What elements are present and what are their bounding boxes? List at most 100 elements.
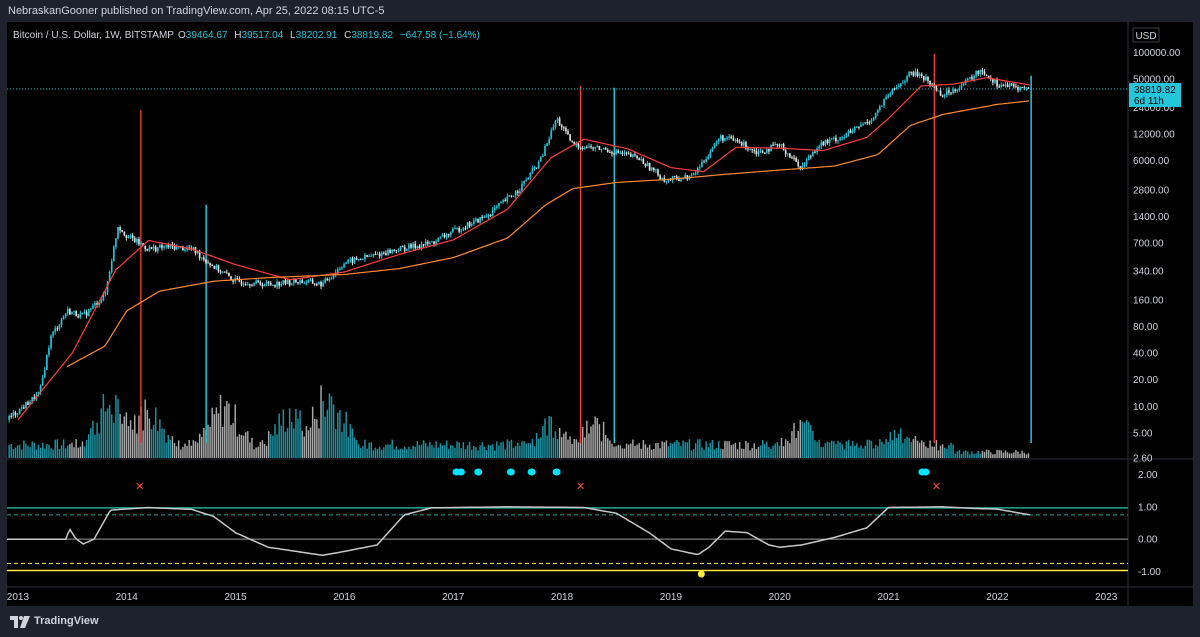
cyan-dot-signal	[527, 468, 536, 476]
candle-body	[960, 85, 963, 89]
volume-bar	[339, 409, 341, 458]
candle-body	[699, 166, 701, 168]
candle-body	[73, 311, 75, 313]
candle-body	[433, 241, 435, 244]
volume-bar	[326, 409, 329, 458]
candle-body	[701, 161, 703, 167]
volume-bar	[71, 442, 73, 458]
candle-body	[835, 137, 837, 142]
volume-bar	[25, 443, 27, 458]
candle-body	[791, 157, 793, 159]
volume-bar	[866, 439, 869, 458]
candle-body	[977, 70, 980, 75]
volume-bar	[152, 424, 155, 458]
current-price-tag: 38819.82 6d 11h	[1129, 82, 1181, 107]
volume-bar	[328, 393, 331, 458]
candle-body	[632, 154, 634, 157]
candle-body	[232, 279, 234, 282]
volume-bar	[177, 440, 180, 458]
price-tick-label: 1400.00	[1133, 212, 1170, 223]
candle-body	[634, 154, 636, 156]
time-axis[interactable]: 2013 2014 2015 2016 2017 2018 2019 2020 2021 2022…	[7, 592, 1118, 603]
candle-body	[464, 228, 467, 230]
volume-bar	[839, 442, 841, 458]
volume-bar	[73, 447, 75, 458]
candle-body	[382, 252, 385, 254]
price-axis[interactable]: 100000.00 50000.00 24000.00 12000.00 6000.00…	[1133, 48, 1181, 464]
time-tick-label: 2021	[877, 592, 900, 603]
volume-bar	[104, 411, 107, 458]
candle-body	[406, 248, 408, 251]
candle-body	[575, 143, 578, 146]
time-tick-label: 2019	[660, 592, 683, 603]
volume-bar	[640, 448, 642, 458]
volume-bar	[872, 448, 875, 458]
candle-body	[422, 244, 425, 246]
candle-body	[75, 311, 77, 316]
candle-body	[125, 235, 128, 239]
candle-body	[96, 303, 98, 306]
volume-bar	[167, 434, 169, 458]
candle-body	[778, 144, 781, 146]
price-tick-label: 700.00	[1133, 239, 1164, 250]
candle-body	[1000, 84, 1003, 87]
red-x-signal: ✕	[135, 481, 144, 493]
volume-bar	[805, 420, 808, 458]
volume-bar	[699, 439, 701, 458]
candle-body	[883, 99, 885, 106]
volume-bar	[634, 445, 636, 458]
volume-bar	[374, 447, 377, 458]
volume-bar	[682, 440, 684, 458]
volume-bar	[705, 441, 707, 458]
volume-bar	[510, 439, 513, 458]
volume-bar	[856, 443, 858, 458]
volume-bar	[1019, 453, 1021, 458]
volume-bar	[550, 416, 552, 458]
volume-bar	[272, 435, 274, 458]
chart-svg[interactable]: Bitcoin / U.S. Dollar, 1W, BITSTAMP O394…	[7, 22, 1193, 606]
volume-bar	[607, 438, 609, 458]
candle-body	[722, 135, 724, 141]
candle-body	[676, 176, 678, 180]
volume-bar	[789, 443, 791, 458]
candle-body	[121, 230, 124, 232]
volume-bar	[581, 427, 584, 458]
volume-bar	[650, 449, 653, 458]
volume-bar	[136, 433, 138, 458]
volume-bar	[406, 449, 408, 458]
volume-bar	[841, 444, 843, 458]
volume-bar	[879, 439, 881, 458]
tradingview-brand[interactable]: TradingView	[34, 615, 99, 627]
volume-bar	[891, 440, 894, 458]
candle-body	[462, 228, 465, 231]
volume-bar	[571, 444, 573, 458]
tradingview-logo-icon[interactable]	[10, 616, 30, 628]
volume-bar	[12, 449, 15, 458]
volume-bar	[774, 443, 776, 458]
candle-body	[272, 284, 274, 286]
volume-bar	[196, 442, 199, 458]
volume-bar	[1021, 450, 1023, 458]
volume-bar	[751, 448, 753, 458]
volume-bar	[226, 401, 228, 458]
volume-bar	[615, 446, 617, 458]
volume-bar	[295, 408, 297, 458]
chart-area[interactable]: Bitcoin / U.S. Dollar, 1W, BITSTAMP O394…	[7, 22, 1193, 606]
candle-body	[755, 150, 758, 155]
volume-bar	[632, 439, 634, 458]
candle-body	[123, 231, 126, 236]
volume-bar	[897, 433, 900, 458]
candle-body	[472, 220, 475, 224]
candle-body	[858, 126, 860, 128]
volume-bar	[619, 445, 622, 458]
volume-bar	[864, 445, 866, 458]
volume-bar	[184, 443, 186, 458]
volume-bar	[523, 441, 525, 458]
oscillator-axis[interactable]: 2.00 1.00 0.00 -1.00	[1138, 470, 1161, 578]
volume-bar	[424, 442, 427, 458]
volume-bar	[941, 444, 944, 458]
candle-body	[477, 218, 479, 223]
candle-body	[29, 402, 31, 405]
volume-bar	[816, 441, 818, 458]
volume-bar	[23, 440, 25, 458]
